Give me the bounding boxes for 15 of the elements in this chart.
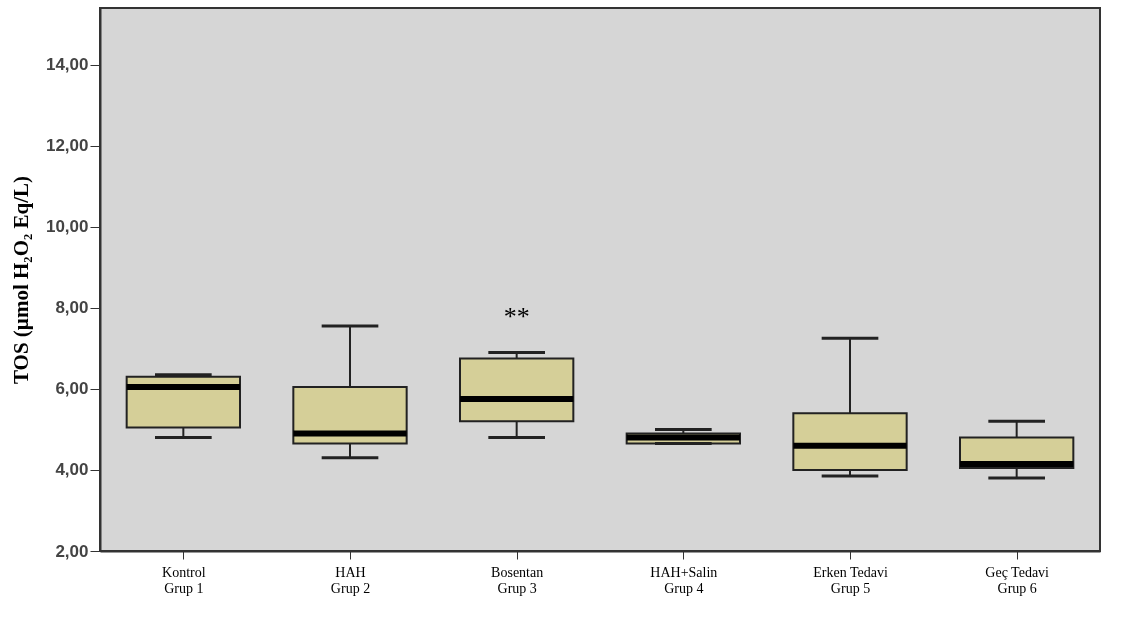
y-axis-title: TOS (µmol H₂O₂ Eq/L) — [8, 175, 33, 385]
x-tick-label: Bosentan Grup 3 — [491, 564, 544, 596]
y-tick-label: 10,00 — [45, 217, 89, 237]
y-tick-label: 2,00 — [55, 541, 89, 561]
x-tick-label: HAH Grup 2 — [330, 564, 371, 596]
y-tick-label: 8,00 — [55, 298, 89, 318]
x-tick-label: Geç Tedavi Grup 6 — [985, 564, 1050, 596]
y-tick-label: 14,00 — [45, 55, 89, 75]
y-tick-label: 12,00 — [45, 136, 89, 156]
x-tick-label: Erken Tedavi Grup 5 — [813, 564, 888, 596]
y-tick-label: 4,00 — [55, 460, 89, 480]
annotation: ** — [503, 302, 530, 332]
y-tick-label: 6,00 — [55, 379, 89, 399]
x-tick-label: HAH+Salin Grup 4 — [650, 564, 718, 596]
x-tick-label: Kontrol Grup 1 — [162, 564, 206, 596]
